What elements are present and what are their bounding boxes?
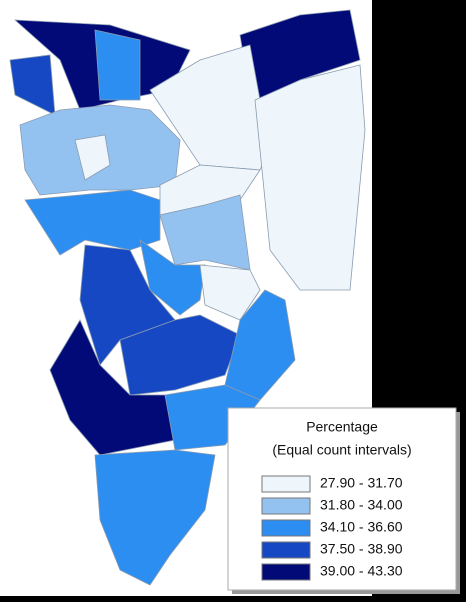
legend-swatch	[261, 475, 311, 493]
legend-label: 37.50 - 38.90	[320, 541, 403, 557]
legend-subtitle: (Equal count intervals)	[272, 442, 411, 458]
legend-label: 27.90 - 31.70	[320, 475, 403, 491]
region	[94, 449, 216, 586]
legend-title: Percentage	[306, 419, 378, 435]
legend-label: 34.10 - 36.60	[320, 519, 403, 535]
region	[254, 64, 366, 291]
legend-swatch	[261, 541, 311, 559]
region	[74, 134, 111, 181]
region	[24, 189, 161, 256]
region	[199, 264, 261, 321]
legend-swatch	[261, 519, 311, 537]
legend-label: 39.00 - 43.30	[320, 563, 403, 579]
legend-label: 31.80 - 34.00	[320, 497, 403, 513]
map	[9, 9, 366, 586]
legend-swatch	[261, 563, 311, 581]
region	[94, 29, 141, 101]
legend-swatch	[261, 497, 311, 515]
legend: 27.90 - 31.70 31.80 - 34.00 34.10 - 36.60 3…	[261, 475, 403, 581]
